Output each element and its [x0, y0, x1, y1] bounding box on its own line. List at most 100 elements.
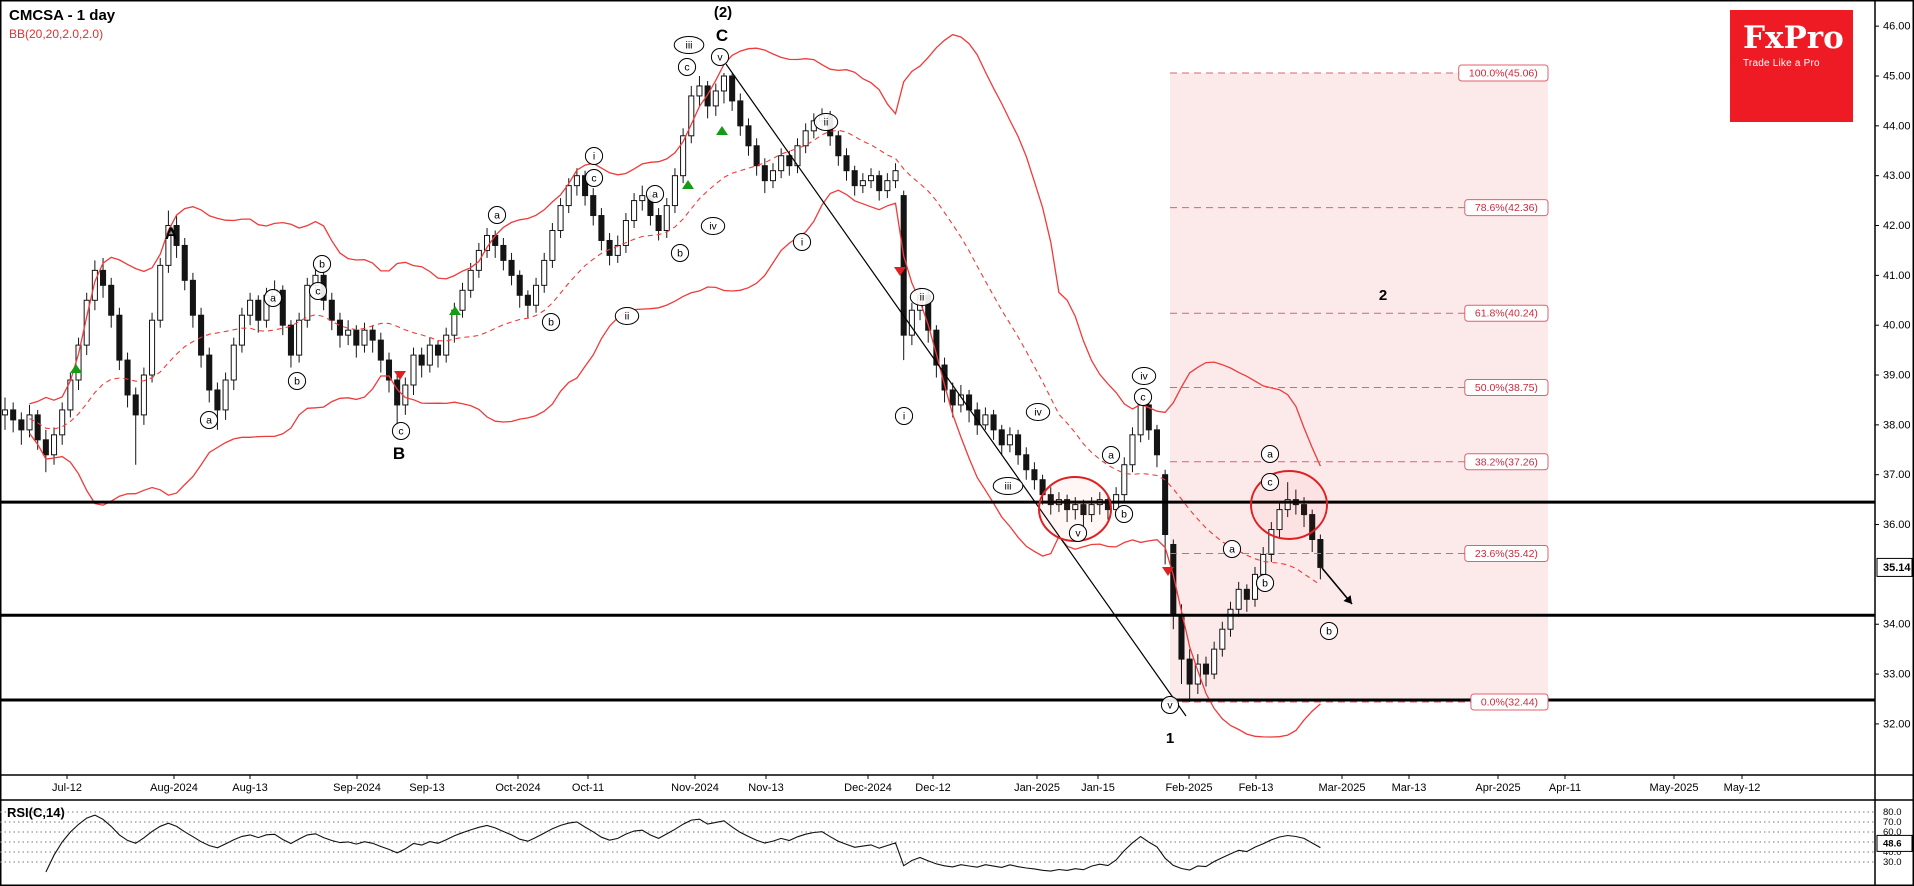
time-tick-label: May-2025 [1650, 782, 1699, 794]
wave-label: iii [686, 40, 693, 52]
wave-label: i [801, 237, 803, 249]
candle-body [1309, 514, 1316, 541]
candle-body [655, 215, 662, 231]
candle-body [100, 269, 107, 286]
wave-label: b [294, 376, 300, 388]
bollinger-lower-band [28, 189, 1321, 738]
wave-label: iii [1005, 481, 1012, 493]
wave-label-circle [1160, 696, 1180, 714]
wave-label-major: (2) [714, 4, 732, 21]
candle-body [124, 359, 131, 396]
candle-body [533, 284, 540, 306]
candle-body [459, 289, 466, 311]
candle-body [729, 75, 736, 102]
chart-header: CMCSA - 1 day BB(20,20,2.0,2.0) [9, 7, 115, 41]
wave-label-circle [199, 411, 219, 429]
price-tick-label: 44.00 [1883, 120, 1911, 132]
candle-body [59, 409, 66, 436]
wave-label-major: 1 [1166, 730, 1174, 747]
wave-label: b [548, 317, 554, 329]
candle-body [1202, 663, 1210, 675]
candle-body [737, 100, 744, 127]
price-tick-label: 43.00 [1883, 170, 1911, 182]
wave-label: a [1108, 450, 1114, 462]
wave-label: a [1229, 544, 1235, 556]
candle-body [1227, 608, 1234, 630]
candle-body [1145, 404, 1152, 431]
fib-level-label-box [1470, 693, 1549, 711]
candle-body [91, 269, 98, 301]
candle-body [189, 279, 196, 316]
wave-label-circle [700, 217, 726, 235]
candle-body [631, 200, 638, 222]
candle-body [1064, 499, 1071, 511]
candle-body [353, 329, 360, 346]
wave-label: a [206, 415, 212, 427]
wave-label-circle [992, 477, 1024, 495]
candle-body [50, 434, 58, 456]
wave-label-major: B [393, 444, 405, 463]
current-price-badge [1876, 557, 1913, 577]
candle-body [1219, 628, 1226, 650]
price-tick-label: 32.00 [1883, 718, 1911, 730]
wave-label: a [494, 210, 500, 222]
wave-label-circle [1260, 473, 1280, 491]
wave-label: ii [625, 311, 630, 323]
candle-body [222, 379, 229, 411]
wave-label: c [591, 173, 596, 185]
candle-body [696, 85, 703, 97]
rsi-last-value-label: 48.6 [1883, 838, 1902, 849]
candle-body [238, 314, 245, 346]
candle-body [1162, 474, 1169, 536]
wave-label-circle [287, 372, 307, 390]
wave-label-circle [909, 288, 935, 306]
time-tick-label: Mar-13 [1392, 782, 1427, 794]
candle-body [851, 170, 858, 187]
wave-label: b [1121, 509, 1127, 521]
projection-arrow-head [1343, 595, 1352, 604]
wave-label: b [677, 248, 683, 260]
candle-body [769, 170, 777, 182]
candle-body [26, 414, 33, 431]
rsi-layer [45, 814, 1321, 873]
wave-label: a [270, 293, 276, 305]
candle-body [410, 354, 417, 386]
candle-body [1015, 434, 1022, 456]
time-tick-label: Apr-2025 [1475, 782, 1520, 794]
time-tick-label: Apr-11 [1549, 782, 1581, 794]
rsi-tick-label: 40.0 [1883, 847, 1902, 858]
candle-body [1284, 499, 1291, 511]
candle-body [786, 155, 793, 167]
time-tick-label: Nov-2024 [671, 782, 719, 794]
sell-signal-arrow-icon [894, 267, 906, 276]
wave-label: iv [1140, 371, 1148, 383]
candle-body [426, 344, 433, 366]
bb-indicator-label: BB(20,20,2.0,2.0) [9, 27, 104, 41]
wave-label-major: 2 [1379, 287, 1387, 304]
candle-body [140, 374, 147, 416]
wave-label: ii [920, 292, 925, 304]
candle-body [1, 409, 9, 416]
bollinger-middle-band [29, 129, 1321, 586]
wave-label: a [1267, 449, 1273, 461]
fib-level-label: 0.0%(32.44) [1481, 696, 1538, 708]
candle-body [933, 329, 940, 366]
candle-body [377, 339, 384, 361]
candle-body [622, 220, 629, 246]
bollinger-upper-band [29, 33, 1321, 467]
fib-level-label-box [1464, 544, 1549, 562]
candle-body [230, 344, 237, 381]
candle-body [990, 414, 997, 431]
candle-body [173, 225, 180, 246]
time-tick-label: Jan-15 [1081, 782, 1115, 794]
candle-body [1235, 588, 1242, 610]
fib-level-label: 38.2%(37.26) [1475, 456, 1538, 468]
wave-label: v [1167, 700, 1173, 712]
candle-body [418, 354, 425, 366]
candle-body [394, 379, 401, 406]
fib-level-label-box [1458, 64, 1549, 82]
candle-body [590, 195, 597, 217]
candle-body [508, 259, 515, 276]
